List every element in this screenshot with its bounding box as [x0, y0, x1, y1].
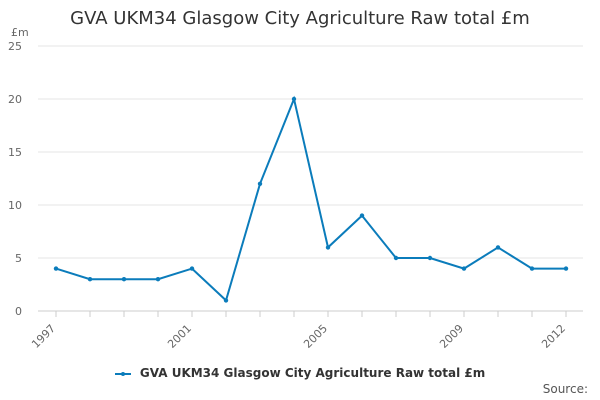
- x-tick-label: 2009: [437, 322, 466, 351]
- series-line: [55, 95, 566, 303]
- data-point[interactable]: [427, 255, 433, 261]
- legend[interactable]: GVA UKM34 Glasgow City Agriculture Raw t…: [0, 366, 600, 380]
- data-point[interactable]: [155, 277, 161, 282]
- data-point[interactable]: [529, 266, 535, 271]
- data-point[interactable]: [359, 213, 365, 218]
- data-point[interactable]: [53, 266, 59, 271]
- y-tick-label: 20: [8, 93, 22, 106]
- x-tick-label: 2005: [301, 322, 330, 351]
- x-tick-label: 2001: [165, 322, 194, 351]
- data-point[interactable]: [461, 266, 467, 271]
- y-tick-label: 10: [8, 199, 22, 212]
- data-point[interactable]: [257, 181, 263, 186]
- legend-line-marker: [114, 371, 131, 376]
- chart-title: GVA UKM34 Glasgow City Agriculture Raw t…: [70, 8, 530, 29]
- data-point[interactable]: [121, 277, 127, 282]
- source-label: Source:: [542, 382, 588, 396]
- data-point[interactable]: [223, 298, 229, 303]
- data-point[interactable]: [87, 277, 93, 282]
- y-tick-label: 25: [8, 40, 22, 53]
- y-axis-unit-label: £m: [11, 26, 29, 39]
- data-point[interactable]: [325, 245, 331, 250]
- legend-label: GVA UKM34 Glasgow City Agriculture Raw t…: [139, 366, 486, 380]
- y-tick-label: 5: [15, 252, 22, 265]
- data-point[interactable]: [495, 245, 501, 250]
- x-tick-label: 2012: [539, 322, 568, 351]
- x-tick-label: 1997: [29, 322, 58, 351]
- data-point[interactable]: [189, 266, 195, 271]
- data-point[interactable]: [393, 255, 399, 261]
- y-tick-label: 15: [8, 146, 22, 159]
- data-point[interactable]: [563, 266, 569, 271]
- data-point[interactable]: [291, 96, 297, 102]
- y-tick-label: 0: [15, 305, 22, 318]
